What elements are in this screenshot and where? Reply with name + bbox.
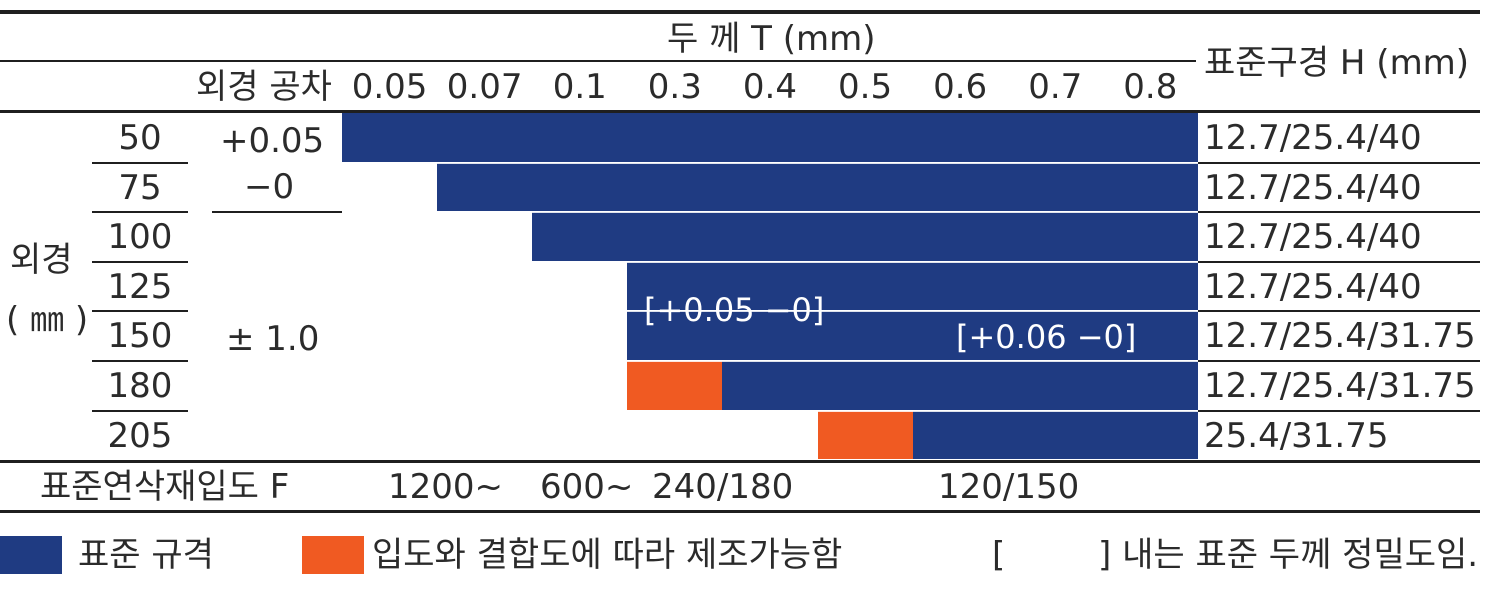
precision-note-b: [+0.06 −0] — [956, 318, 1137, 356]
diameter-rule — [92, 260, 188, 263]
row-gridline — [342, 409, 1198, 412]
bore-rule — [1198, 260, 1480, 263]
bore-header: 표준구경 H (mm) — [1204, 43, 1470, 83]
thickness-value: 0.8 — [1123, 67, 1178, 107]
thickness-title: 두 께 T (mm) — [667, 19, 876, 59]
thickness-value: 0.07 — [446, 67, 523, 107]
bore-value: 12.7/25.4/40 — [1204, 266, 1422, 307]
thickness-value: 0.4 — [742, 67, 797, 107]
bore-value: 12.7/25.4/40 — [1204, 118, 1422, 158]
thickness-value: 0.05 — [351, 67, 428, 107]
bore-rule — [1198, 310, 1480, 313]
thickness-value: 0.5 — [838, 67, 893, 107]
tolerance-top-minus: −0 — [244, 167, 295, 207]
bore-rule — [1198, 409, 1480, 412]
grit-value-2: 600~ — [540, 467, 634, 507]
outer-diameter-label: 외경 — [10, 240, 73, 280]
rule-header-mid — [0, 60, 1196, 62]
diameter-value: 75 — [118, 167, 162, 208]
bore-value: 12.7/25.4/40 — [1204, 167, 1422, 208]
row-gridline — [342, 260, 1198, 263]
legend-bracket-note: ] 내는 표준 두께 정밀도임. — [1098, 535, 1479, 575]
bore-value: 12.7/25.4/40 — [1204, 217, 1422, 258]
bore-rule — [1198, 211, 1480, 214]
legend-bracket-open: [ — [992, 535, 1006, 575]
diameter-rule — [92, 161, 188, 164]
diameter-rule — [92, 360, 188, 362]
thickness-value: 0.6 — [933, 67, 988, 107]
rule-grit-bottom — [0, 510, 1480, 513]
standard-bar — [627, 261, 1198, 311]
diameter-rule — [92, 409, 188, 412]
special-bar — [627, 361, 723, 410]
rule-header-bottom — [0, 110, 1480, 113]
bore-value: 12.7/25.4/31.75 — [1204, 316, 1476, 357]
thickness-value: 0.3 — [647, 67, 702, 107]
precision-note-a: [+0.05 −0] — [644, 291, 825, 329]
tolerance-lower: ± 1.0 — [226, 319, 320, 359]
row-gridline — [342, 310, 1198, 313]
grit-value-1: 1200~ — [388, 467, 504, 507]
special-bar — [817, 410, 913, 460]
diameter-value: 180 — [107, 366, 173, 406]
diameter-value: 205 — [107, 415, 173, 456]
grit-label: 표준연삭재입도 F — [40, 467, 290, 507]
rule-tolerance-split — [212, 211, 342, 213]
legend-special-swatch — [302, 536, 364, 574]
row-gridline — [342, 161, 1198, 164]
tolerance-header: 외경 공차 — [196, 67, 332, 107]
bore-rule — [1198, 161, 1480, 164]
rule-grit-top — [0, 460, 1480, 463]
standard-bar — [912, 410, 1198, 460]
row-gridline — [342, 211, 1198, 214]
bore-value: 25.4/31.75 — [1204, 415, 1389, 456]
standard-bar — [342, 113, 1198, 162]
diameter-rule — [92, 310, 188, 313]
standard-bar — [532, 212, 1198, 261]
unit-label: ( ㎜ ) — [6, 300, 89, 340]
diameter-value: 150 — [107, 316, 173, 357]
diameter-value: 125 — [107, 266, 173, 307]
legend-standard-swatch — [0, 536, 62, 574]
tolerance-top-plus: +0.05 — [220, 121, 325, 161]
thickness-value: 0.1 — [552, 67, 607, 107]
standard-bar — [722, 361, 1198, 410]
diameter-rule — [92, 211, 188, 214]
legend-special-label: 입도와 결합도에 따라 제조가능함 — [372, 535, 843, 575]
grit-value-3: 240/180 — [652, 467, 794, 507]
row-gridline — [342, 360, 1198, 362]
rule-top — [0, 10, 1480, 14]
thickness-value: 0.7 — [1028, 67, 1083, 107]
grit-value-4: 120/150 — [938, 467, 1080, 507]
legend-standard-label: 표준 규격 — [78, 535, 214, 575]
diameter-value: 50 — [118, 118, 162, 158]
standard-bar — [627, 311, 1198, 360]
bore-value: 12.7/25.4/31.75 — [1204, 366, 1476, 406]
standard-bar — [437, 162, 1198, 212]
diameter-value: 100 — [107, 217, 173, 258]
bore-rule — [1198, 360, 1480, 362]
